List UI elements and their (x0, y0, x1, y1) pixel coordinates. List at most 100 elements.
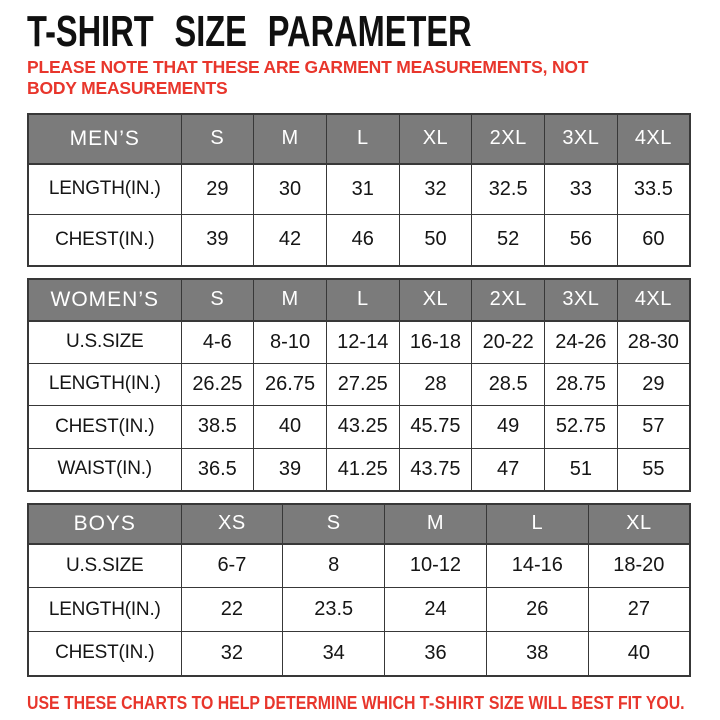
measurement-value-cell: 33 (544, 163, 618, 216)
size-column-header: L (325, 113, 400, 165)
measurement-value-cell: 24-26 (544, 320, 618, 364)
measurement-value-cell: 39 (180, 214, 255, 267)
table-row: U.S.SIZE 4-6 8-10 12-14 16-18 20-22 24-26 28-30 (27, 320, 691, 364)
table-title-cell: WOMEN’S (27, 278, 182, 322)
table-row: WAIST(IN.) 36.5 39 41.25 43.75 47 51 55 (27, 447, 691, 492)
size-column-header: 2XL (471, 113, 546, 165)
measurement-value-cell: 50 (398, 214, 473, 267)
measurement-value-cell: 30 (253, 163, 327, 216)
measurement-value-cell: 10-12 (384, 543, 487, 589)
measurement-value-cell: 41.25 (325, 447, 400, 492)
measurement-label-cell: LENGTH(IN.) (27, 163, 182, 216)
measurement-value-cell: 6-7 (180, 543, 284, 589)
measurement-value-cell: 29 (180, 163, 255, 216)
measurement-value-cell: 45.75 (398, 405, 473, 449)
table-title-cell: MEN’S (27, 113, 182, 165)
measurement-value-cell: 28.5 (471, 362, 546, 407)
measurement-value-cell: 28 (398, 362, 473, 407)
size-column-header: XL (587, 503, 691, 545)
measurement-value-cell: 4-6 (180, 320, 255, 364)
measurement-value-cell: 38 (485, 631, 589, 677)
table-row: LENGTH(IN.) 29 30 31 32 32.5 33 33.5 (27, 163, 691, 216)
measurement-value-cell: 18-20 (587, 543, 691, 589)
measurement-value-cell: 40 (587, 631, 691, 677)
measurement-label-cell: CHEST(IN.) (27, 631, 182, 677)
size-column-header: 3XL (544, 278, 618, 322)
measurement-value-cell: 27.25 (325, 362, 400, 407)
table-row: LENGTH(IN.) 26.25 26.75 27.25 28 28.5 28.75 29 (27, 362, 691, 407)
measurement-value-cell: 32 (180, 631, 284, 677)
measurement-value-cell: 26 (485, 587, 589, 633)
measurement-value-cell: 32.5 (471, 163, 546, 216)
boys-size-table: BOYS XS S M L XL U.S.SIZE 6-7 8 10-12 14-16 18-20 LE… (27, 502, 691, 677)
measurement-value-cell: 26.75 (253, 362, 327, 407)
measurement-value-cell: 46 (325, 214, 400, 267)
table-row: CHEST(IN.) 32 34 36 38 40 (27, 631, 691, 677)
measurement-label-cell: WAIST(IN.) (27, 447, 182, 492)
measurement-value-cell: 33.5 (616, 163, 691, 216)
measurement-label-cell: U.S.SIZE (27, 320, 182, 364)
size-column-header: S (282, 503, 386, 545)
measurement-value-cell: 43.25 (325, 405, 400, 449)
measurement-value-cell: 39 (253, 447, 327, 492)
measurement-value-cell: 52 (471, 214, 546, 267)
measurement-label-cell: CHEST(IN.) (27, 214, 182, 267)
table-row: U.S.SIZE 6-7 8 10-12 14-16 18-20 (27, 543, 691, 589)
measurement-value-cell: 12-14 (325, 320, 400, 364)
table-title-cell: BOYS (27, 503, 182, 545)
measurement-value-cell: 49 (471, 405, 546, 449)
size-column-header: XL (398, 113, 473, 165)
measurement-value-cell: 42 (253, 214, 327, 267)
size-column-header: M (384, 503, 487, 545)
size-column-header: 4XL (616, 278, 691, 322)
table-row: CHEST(IN.) 39 42 46 50 52 56 60 (27, 214, 691, 267)
footer-note: USE THESE CHARTS TO HELP DETERMINE WHICH… (27, 692, 685, 714)
size-column-header: 3XL (544, 113, 618, 165)
size-column-header: S (180, 113, 255, 165)
table-row: CHEST(IN.) 38.5 40 43.25 45.75 49 52.75 57 (27, 405, 691, 449)
header-row: MEN’S S M L XL 2XL 3XL 4XL (27, 113, 691, 165)
footer-note-suffix: SIZE WILL BEST FIT YOU. (484, 692, 685, 713)
measurement-value-cell: 23.5 (282, 587, 386, 633)
size-column-header: XS (180, 503, 284, 545)
womens-size-table: WOMEN’S S M L XL 2XL 3XL 4XL U.S.SIZE 4-6 8-10 12-1… (27, 277, 691, 492)
size-column-header: L (485, 503, 589, 545)
measurement-value-cell: 40 (253, 405, 327, 449)
measurement-value-cell: 16-18 (398, 320, 473, 364)
measurement-value-cell: 20-22 (471, 320, 546, 364)
footer-note-emphasis: T-SHIRT (419, 692, 485, 713)
mens-size-table: MEN’S S M L XL 2XL 3XL 4XL LENGTH(IN.) 29 30 31 32 32… (27, 112, 691, 267)
measurement-value-cell: 28-30 (616, 320, 691, 364)
size-column-header: XL (398, 278, 473, 322)
measurement-value-cell: 47 (471, 447, 546, 492)
size-column-header: M (253, 278, 327, 322)
garment-measurement-note: PLEASE NOTE THAT THESE ARE GARMENT MEASU… (27, 57, 589, 99)
measurement-value-cell: 8 (282, 543, 386, 589)
measurement-value-cell: 55 (616, 447, 691, 492)
measurement-value-cell: 56 (544, 214, 618, 267)
measurement-value-cell: 26.25 (180, 362, 255, 407)
measurement-value-cell: 52.75 (544, 405, 618, 449)
measurement-value-cell: 8-10 (253, 320, 327, 364)
measurement-value-cell: 51 (544, 447, 618, 492)
measurement-value-cell: 34 (282, 631, 386, 677)
measurement-label-cell: LENGTH(IN.) (27, 587, 182, 633)
measurement-value-cell: 22 (180, 587, 284, 633)
measurement-label-cell: U.S.SIZE (27, 543, 182, 589)
measurement-value-cell: 43.75 (398, 447, 473, 492)
measurement-label-cell: LENGTH(IN.) (27, 362, 182, 407)
size-column-header: M (253, 113, 327, 165)
size-column-header: 2XL (471, 278, 546, 322)
measurement-label-cell: CHEST(IN.) (27, 405, 182, 449)
measurement-value-cell: 32 (398, 163, 473, 216)
measurement-value-cell: 57 (616, 405, 691, 449)
page-title: T-SHIRT SIZE PARAMETER (27, 7, 472, 56)
size-chart-page: T-SHIRT SIZE PARAMETER PLEASE NOTE THAT … (0, 10, 720, 720)
measurement-value-cell: 36 (384, 631, 487, 677)
size-column-header: 4XL (616, 113, 691, 165)
measurement-value-cell: 31 (325, 163, 400, 216)
measurement-value-cell: 36.5 (180, 447, 255, 492)
size-column-header: L (325, 278, 400, 322)
measurement-value-cell: 29 (616, 362, 691, 407)
footer-note-prefix: USE THESE CHARTS TO HELP DETERMINE WHICH (27, 692, 420, 713)
